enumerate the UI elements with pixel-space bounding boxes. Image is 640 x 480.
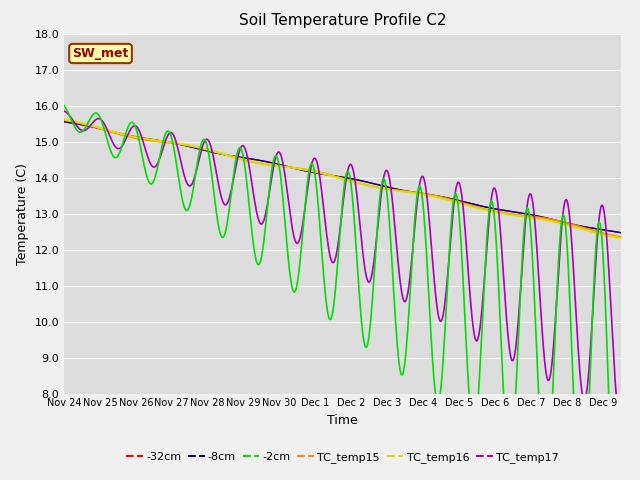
Text: SW_met: SW_met bbox=[72, 47, 129, 60]
Y-axis label: Temperature (C): Temperature (C) bbox=[16, 163, 29, 264]
Legend: -32cm, -8cm, -2cm, TC_temp15, TC_temp16, TC_temp17: -32cm, -8cm, -2cm, TC_temp15, TC_temp16,… bbox=[122, 447, 563, 467]
X-axis label: Time: Time bbox=[327, 414, 358, 427]
Title: Soil Temperature Profile C2: Soil Temperature Profile C2 bbox=[239, 13, 446, 28]
